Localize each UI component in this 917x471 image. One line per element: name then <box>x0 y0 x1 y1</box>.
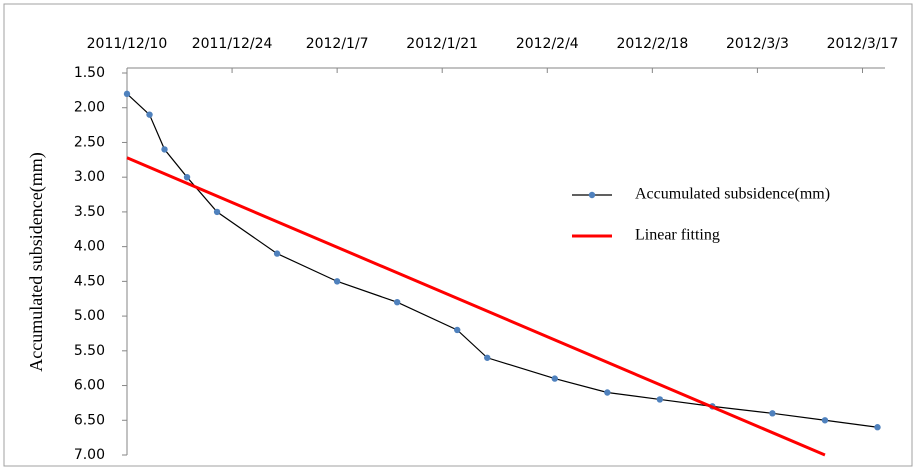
data-point <box>146 111 153 118</box>
x-tick-label: 2012/2/4 <box>516 36 579 52</box>
y-tick-label: 4.50 <box>74 273 105 289</box>
y-tick-label: 5.50 <box>74 343 105 359</box>
data-point <box>183 173 191 181</box>
x-tick-label: 2011/12/24 <box>192 36 273 52</box>
data-point <box>604 389 611 396</box>
data-point <box>213 208 221 216</box>
legend-marker <box>588 191 596 199</box>
y-tick-label: 2.00 <box>74 100 105 116</box>
data-point <box>454 326 461 334</box>
legend-label: Accumulated subsidence(mm) <box>635 186 830 203</box>
y-axis-label: Accumulated subsidence(mm) <box>26 152 47 371</box>
data-point <box>484 354 491 361</box>
data-point <box>551 375 558 382</box>
y-tick-label: 4.00 <box>74 239 105 255</box>
y-tick-label: 7.00 <box>74 447 105 463</box>
y-tick-label: 3.00 <box>74 169 105 185</box>
data-point <box>333 278 341 285</box>
chart-frame <box>3 3 913 467</box>
y-tick-label: 1.50 <box>74 65 105 81</box>
data-point <box>161 146 168 153</box>
data-point <box>821 417 829 424</box>
legend-label: Linear fitting <box>635 227 720 244</box>
data-point <box>123 90 131 98</box>
data-point <box>656 396 664 403</box>
data-point <box>769 410 776 417</box>
y-tick-label: 3.50 <box>74 204 105 220</box>
y-tick-label: 6.00 <box>74 378 105 394</box>
x-tick-label: 2011/12/10 <box>87 36 168 52</box>
data-point <box>874 424 881 431</box>
x-tick-label: 2012/3/17 <box>827 36 899 52</box>
y-tick-label: 2.50 <box>74 134 105 150</box>
fit-line <box>126 156 826 457</box>
y-tick-label: 5.00 <box>74 308 105 324</box>
y-tick-label: 6.50 <box>74 412 105 428</box>
data-point <box>273 250 281 257</box>
data-point <box>393 299 401 306</box>
x-tick-label: 2012/1/21 <box>406 36 478 52</box>
x-tick-label: 2012/3/3 <box>726 36 789 52</box>
x-tick-label: 2012/1/7 <box>306 36 369 52</box>
x-tick-label: 2012/2/18 <box>616 36 688 52</box>
